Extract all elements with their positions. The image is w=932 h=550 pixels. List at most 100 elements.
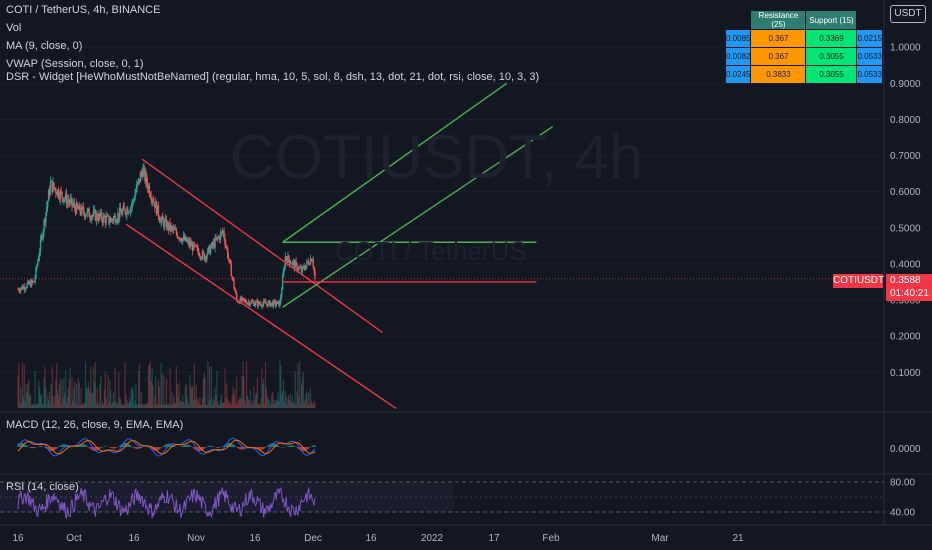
macd-histogram-bar — [287, 446, 289, 447]
volume-bar — [208, 401, 210, 408]
volume-bar — [18, 363, 20, 408]
candle-body — [66, 200, 69, 205]
volume-bar — [255, 394, 257, 408]
candle-body — [174, 229, 177, 231]
candle-body — [111, 219, 114, 221]
dsr-resistance-cell: 0.367 — [750, 29, 807, 48]
macd-histogram-bar — [54, 447, 56, 450]
candle-body — [189, 242, 191, 246]
macd-histogram-bar — [190, 446, 192, 447]
legend-vwap[interactable]: VWAP (Session, close, 0, 1) — [6, 58, 144, 70]
macd-histogram-bar — [141, 447, 143, 448]
macd-histogram-bar — [199, 447, 201, 452]
macd-histogram-bar — [185, 444, 187, 447]
candle-body — [131, 200, 133, 207]
volume-bar — [291, 395, 294, 408]
macd-histogram-bar — [182, 445, 184, 447]
legend-ma[interactable]: MA (9, close, 0) — [6, 40, 83, 52]
time-tick-label: 21 — [732, 533, 744, 544]
volume-bar — [263, 378, 265, 408]
volume-bar — [225, 398, 227, 408]
macd-histogram-bar — [61, 444, 63, 447]
candle-body — [53, 182, 55, 188]
volume-bar — [278, 401, 280, 408]
volume-bar — [107, 375, 109, 408]
candle-body — [176, 233, 178, 238]
volume-bar — [201, 404, 203, 408]
macd-histogram-bar — [90, 447, 92, 450]
macd-histogram-bar — [278, 446, 280, 447]
rsi-line — [17, 487, 316, 520]
symbol-price-tag[interactable]: COTIUSDT — [833, 274, 884, 288]
volume-bar — [154, 395, 156, 408]
volume-bar — [203, 372, 205, 408]
legend-volume[interactable]: Vol — [6, 22, 22, 34]
macd-histogram-bar — [226, 443, 228, 447]
macd-histogram-bar — [129, 445, 132, 447]
candle-body — [218, 236, 221, 240]
macd-histogram-bar — [311, 445, 313, 447]
candle-body — [137, 178, 140, 183]
candle-body — [136, 184, 138, 192]
volume-bar — [290, 393, 292, 408]
macd-histogram-bar — [99, 447, 101, 449]
volume-bar — [256, 376, 258, 408]
candle-body — [271, 302, 273, 304]
macd-histogram-bar — [164, 445, 166, 447]
price-axis[interactable]: 1.0000 0.9000 0.8000 0.7000 0.6000 0.5000 0.40… — [890, 43, 921, 519]
volume-bar — [74, 381, 76, 408]
volume-bar — [66, 402, 68, 408]
time-tick-label: 17 — [488, 533, 500, 544]
candle-body — [150, 197, 152, 201]
candle-body — [33, 281, 35, 283]
macd-histogram-bar — [31, 447, 33, 449]
currency-badge[interactable]: USDT — [890, 5, 926, 23]
volume-bar — [237, 400, 240, 408]
macd-histogram-bar — [84, 444, 86, 447]
candle-body — [130, 206, 133, 208]
last-price-tag[interactable]: 0.3588 01:40:21 — [886, 274, 932, 301]
volume-bar — [147, 366, 150, 408]
legend-dsr-widget[interactable]: DSR - Widget [HeWhoMustNotBeNamed] (regu… — [6, 71, 540, 83]
candle-body — [70, 197, 72, 200]
macd-label[interactable]: MACD (12, 26, close, 9, EMA, EMA) — [6, 419, 184, 431]
volume-bar — [237, 404, 239, 408]
volume-bar — [49, 403, 51, 408]
volume-bar — [245, 404, 247, 408]
macd-histogram-bar — [135, 447, 137, 449]
time-tick-label: Dec — [304, 533, 322, 544]
time-tick-label: 16 — [128, 533, 140, 544]
volume-bar — [314, 403, 316, 408]
candle-body — [255, 300, 258, 302]
volume-bar — [55, 379, 57, 408]
legend-symbol-title[interactable]: COTI / TetherUS, 4h, BINANCE — [6, 4, 161, 16]
candle-body — [309, 258, 312, 265]
volume-bar — [173, 395, 175, 408]
volume-bar — [111, 404, 113, 408]
candle-body — [264, 301, 267, 304]
macd-line — [17, 437, 316, 457]
dsr-widget-table: Resistance (25) Support (15) 0.0085 0.36… — [724, 10, 883, 84]
candle-body — [288, 255, 290, 261]
candle-body — [207, 248, 209, 255]
macd-histogram-bar — [258, 447, 260, 450]
candle-body — [211, 242, 214, 246]
candle-body — [304, 268, 306, 270]
candle-body — [113, 215, 115, 218]
trendlines[interactable] — [0, 82, 884, 409]
rsi-label[interactable]: RSI (14, close) — [6, 481, 79, 493]
candle-body — [144, 168, 146, 181]
volume-bar — [299, 360, 301, 408]
last-price-value: 0.3588 — [890, 275, 921, 286]
rsi-tick-label: 40.00 — [890, 508, 915, 519]
dsr-left-cell: 0.0082 — [724, 47, 752, 66]
time-axis[interactable]: 16 Oct 16 Nov 16 Dec 16 2022 17 Feb Mar 21 — [12, 533, 744, 544]
volume-bar — [172, 404, 174, 408]
volume-bar — [100, 376, 102, 408]
candle-body — [296, 263, 298, 271]
currency-label: USDT — [894, 8, 922, 19]
candle-body — [101, 212, 103, 220]
volume-bar — [161, 373, 163, 408]
macd-histogram-bar — [78, 444, 80, 447]
